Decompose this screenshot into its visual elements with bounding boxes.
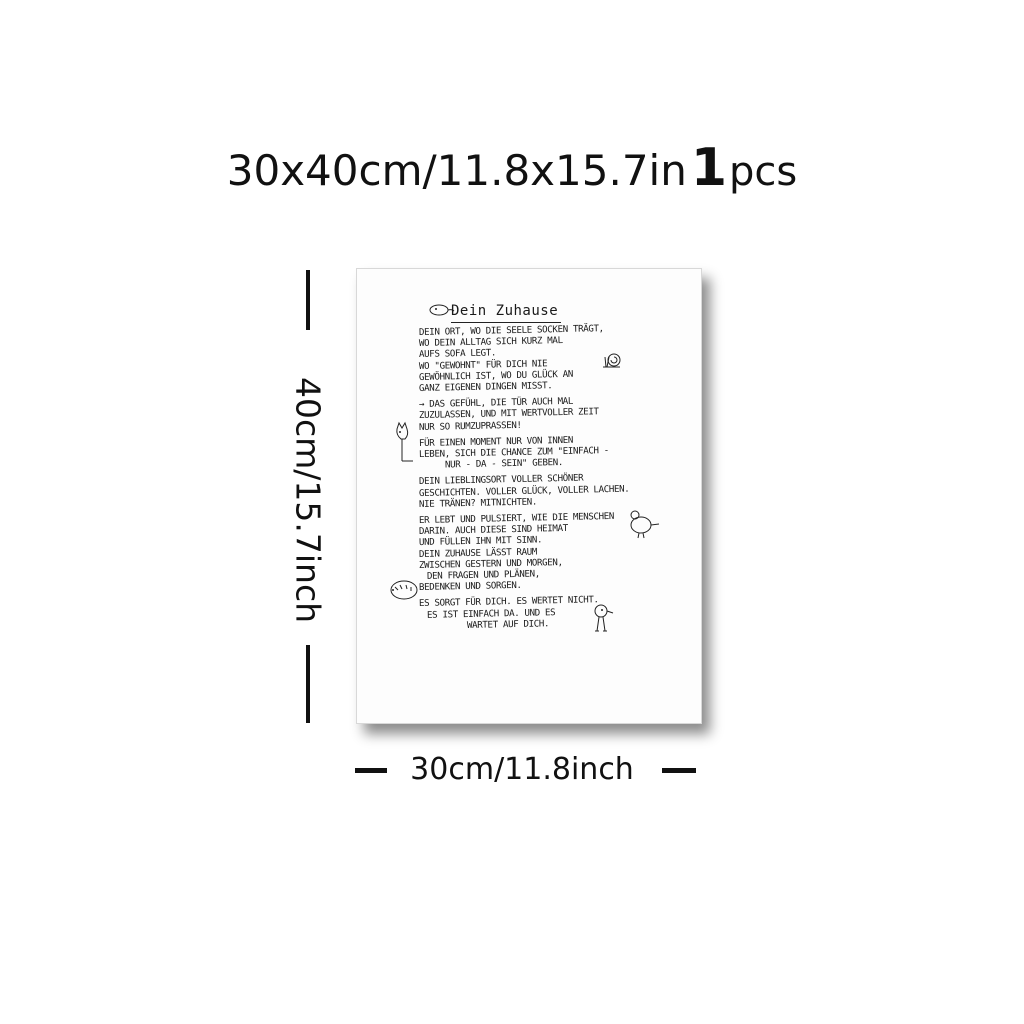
mouse-doodle-icon — [429, 304, 455, 316]
poster-preview: Dein Zuhause Dein Ort, wo die Seele Sock… — [356, 268, 702, 724]
width-dimension-line-right — [662, 768, 696, 773]
long-legged-bird-doodle-icon — [594, 604, 614, 632]
snail-doodle-icon — [603, 353, 621, 368]
size-text: 30x40cm/11.8x15.7in — [226, 146, 687, 195]
width-dimension-line-left — [355, 768, 387, 773]
product-size-headline: 30x40cm/11.8x15.7in1pcs — [0, 138, 1024, 198]
poem-title-underline — [451, 322, 561, 323]
height-dimension-line-top — [306, 270, 310, 330]
cat-doodle-icon — [396, 421, 413, 462]
bird-doodle-icon — [630, 510, 660, 539]
poem-title: Dein Zuhause — [451, 303, 559, 319]
quantity-unit: pcs — [729, 149, 798, 195]
quantity-value: 1 — [690, 138, 728, 198]
width-dimension-label: 30cm/11.8inch — [410, 752, 634, 787]
poem-text: Dein Ort, wo die Seele Socken trägt, wo … — [419, 323, 689, 632]
height-dimension-line-bottom — [306, 645, 310, 723]
height-dimension-label: 40cm/15.7inch — [288, 376, 328, 624]
hedgehog-doodle-icon — [390, 580, 418, 600]
